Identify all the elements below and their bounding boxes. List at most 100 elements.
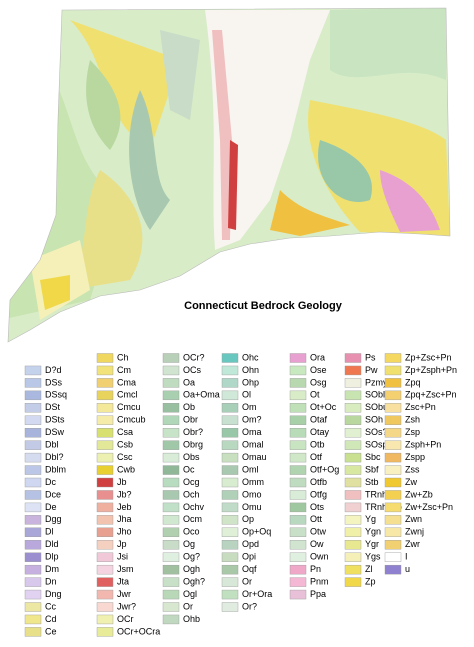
legend-label: Dblm: [45, 464, 66, 474]
legend-swatch: [162, 452, 180, 463]
legend-label: DSt: [45, 402, 61, 412]
legend-swatch: [289, 415, 307, 425]
legend-swatch: [221, 515, 239, 525]
legend-label: Yg: [365, 514, 376, 524]
legend-label: Cmcub: [117, 415, 146, 425]
legend-swatch: [289, 403, 307, 413]
legend-swatch: [24, 515, 42, 525]
legend-label: Zl: [365, 564, 373, 574]
legend-swatch: [96, 415, 114, 425]
legend-swatch: [289, 564, 307, 575]
legend-swatch: [96, 477, 114, 488]
legend-swatch: [24, 440, 42, 450]
legend-label: Otf+Og: [310, 464, 339, 474]
legend-label: Zpq: [405, 377, 421, 387]
legend-label: Jsm: [117, 564, 134, 574]
legend-label: Ol: [242, 390, 251, 400]
legend-swatch: [289, 428, 307, 438]
legend-label: OCr?: [183, 352, 205, 362]
legend-label: Ocg: [183, 477, 200, 487]
legend-swatch: [96, 627, 114, 637]
legend-swatch: [96, 465, 114, 475]
legend-label: Dl: [45, 527, 54, 537]
legend-label: Om: [242, 402, 257, 412]
legend-label: Ogh?: [183, 576, 205, 586]
legend-swatch: [384, 490, 402, 500]
legend-swatch: [289, 490, 307, 500]
legend-label: Zp+Zsph+Pn: [405, 365, 457, 375]
legend-swatch: [96, 390, 114, 401]
legend-swatch: [221, 589, 239, 600]
legend-swatch: [221, 502, 239, 513]
legend-swatch: [162, 527, 180, 537]
legend-label: SObu: [365, 402, 388, 412]
legend-swatch: [289, 502, 307, 513]
legend-label: Oqf: [242, 564, 257, 574]
legend-swatch: [384, 403, 402, 413]
legend-swatch: [384, 515, 402, 525]
legend-label: Opd: [242, 539, 259, 549]
legend-swatch: [344, 515, 362, 525]
legend-label: Zsph+Pn: [405, 440, 441, 450]
legend-label: Omm: [242, 477, 264, 487]
legend-label: Stb: [365, 477, 379, 487]
legend-label: Ogl: [183, 589, 197, 599]
legend-swatch: [289, 477, 307, 488]
legend-swatch: [162, 490, 180, 500]
legend-swatch: [384, 552, 402, 562]
legend-label: Or: [242, 576, 252, 586]
legend-label: OCs: [183, 365, 202, 375]
legend-label: Ch: [117, 352, 129, 362]
legend-swatch: [221, 527, 239, 537]
legend-label: Pn: [310, 564, 321, 574]
legend-label: Omu: [242, 502, 262, 512]
legend-swatch: [24, 452, 42, 463]
legend-label: Zpq+Zsc+Pn: [405, 390, 457, 400]
legend-swatch: [344, 502, 362, 513]
legend-label: Zwnj: [405, 527, 424, 537]
legend-swatch: [221, 428, 239, 438]
legend-label: Zw+Zsc+Pn: [405, 502, 453, 512]
legend: D?d DSs DSsq DSt DSts DSw Dbl Dbl? Dblm Dc Dce De Dg…: [24, 352, 457, 637]
legend-swatch: [162, 477, 180, 488]
legend-swatch: [162, 378, 180, 388]
legend-swatch: [162, 465, 180, 475]
legend-label: Osg: [310, 377, 327, 387]
legend-label: Og?: [183, 552, 200, 562]
legend-label: DSw: [45, 427, 65, 437]
legend-swatch: [221, 465, 239, 475]
legend-swatch: [162, 564, 180, 575]
legend-label: Zw: [405, 477, 417, 487]
legend-label: Ot+Oc: [310, 402, 337, 412]
legend-label: Zp: [365, 576, 376, 586]
legend-label: Ot: [310, 390, 320, 400]
legend-label: Opi: [242, 552, 256, 562]
legend-label: Omal: [242, 440, 264, 450]
legend-swatch: [384, 564, 402, 575]
legend-label: Zspp: [405, 452, 425, 462]
legend-label: Ohp: [242, 377, 259, 387]
legend-swatch: [162, 589, 180, 600]
legend-swatch: [221, 390, 239, 401]
legend-label: Ob: [183, 402, 195, 412]
legend-label: Ce: [45, 626, 57, 636]
legend-label: OCr+OCra: [117, 626, 160, 636]
legend-label: Jb?: [117, 489, 132, 499]
legend-label: De: [45, 502, 57, 512]
legend-label: Ygs: [365, 552, 381, 562]
legend-label: Dng: [45, 589, 62, 599]
legend-swatch: [221, 602, 239, 612]
legend-swatch: [24, 378, 42, 388]
legend-swatch: [221, 552, 239, 562]
legend-swatch: [24, 465, 42, 475]
legend-label: Otfg: [310, 489, 327, 499]
legend-swatch: [96, 378, 114, 388]
legend-label: Dlp: [45, 552, 59, 562]
legend-label: Ogh: [183, 564, 200, 574]
legend-label: Dbl?: [45, 452, 64, 462]
legend-label: Ohc: [242, 352, 259, 362]
legend-label: Oa+Oma: [183, 390, 220, 400]
legend-swatch: [221, 564, 239, 575]
legend-swatch: [24, 577, 42, 587]
legend-label: Dld: [45, 539, 59, 549]
